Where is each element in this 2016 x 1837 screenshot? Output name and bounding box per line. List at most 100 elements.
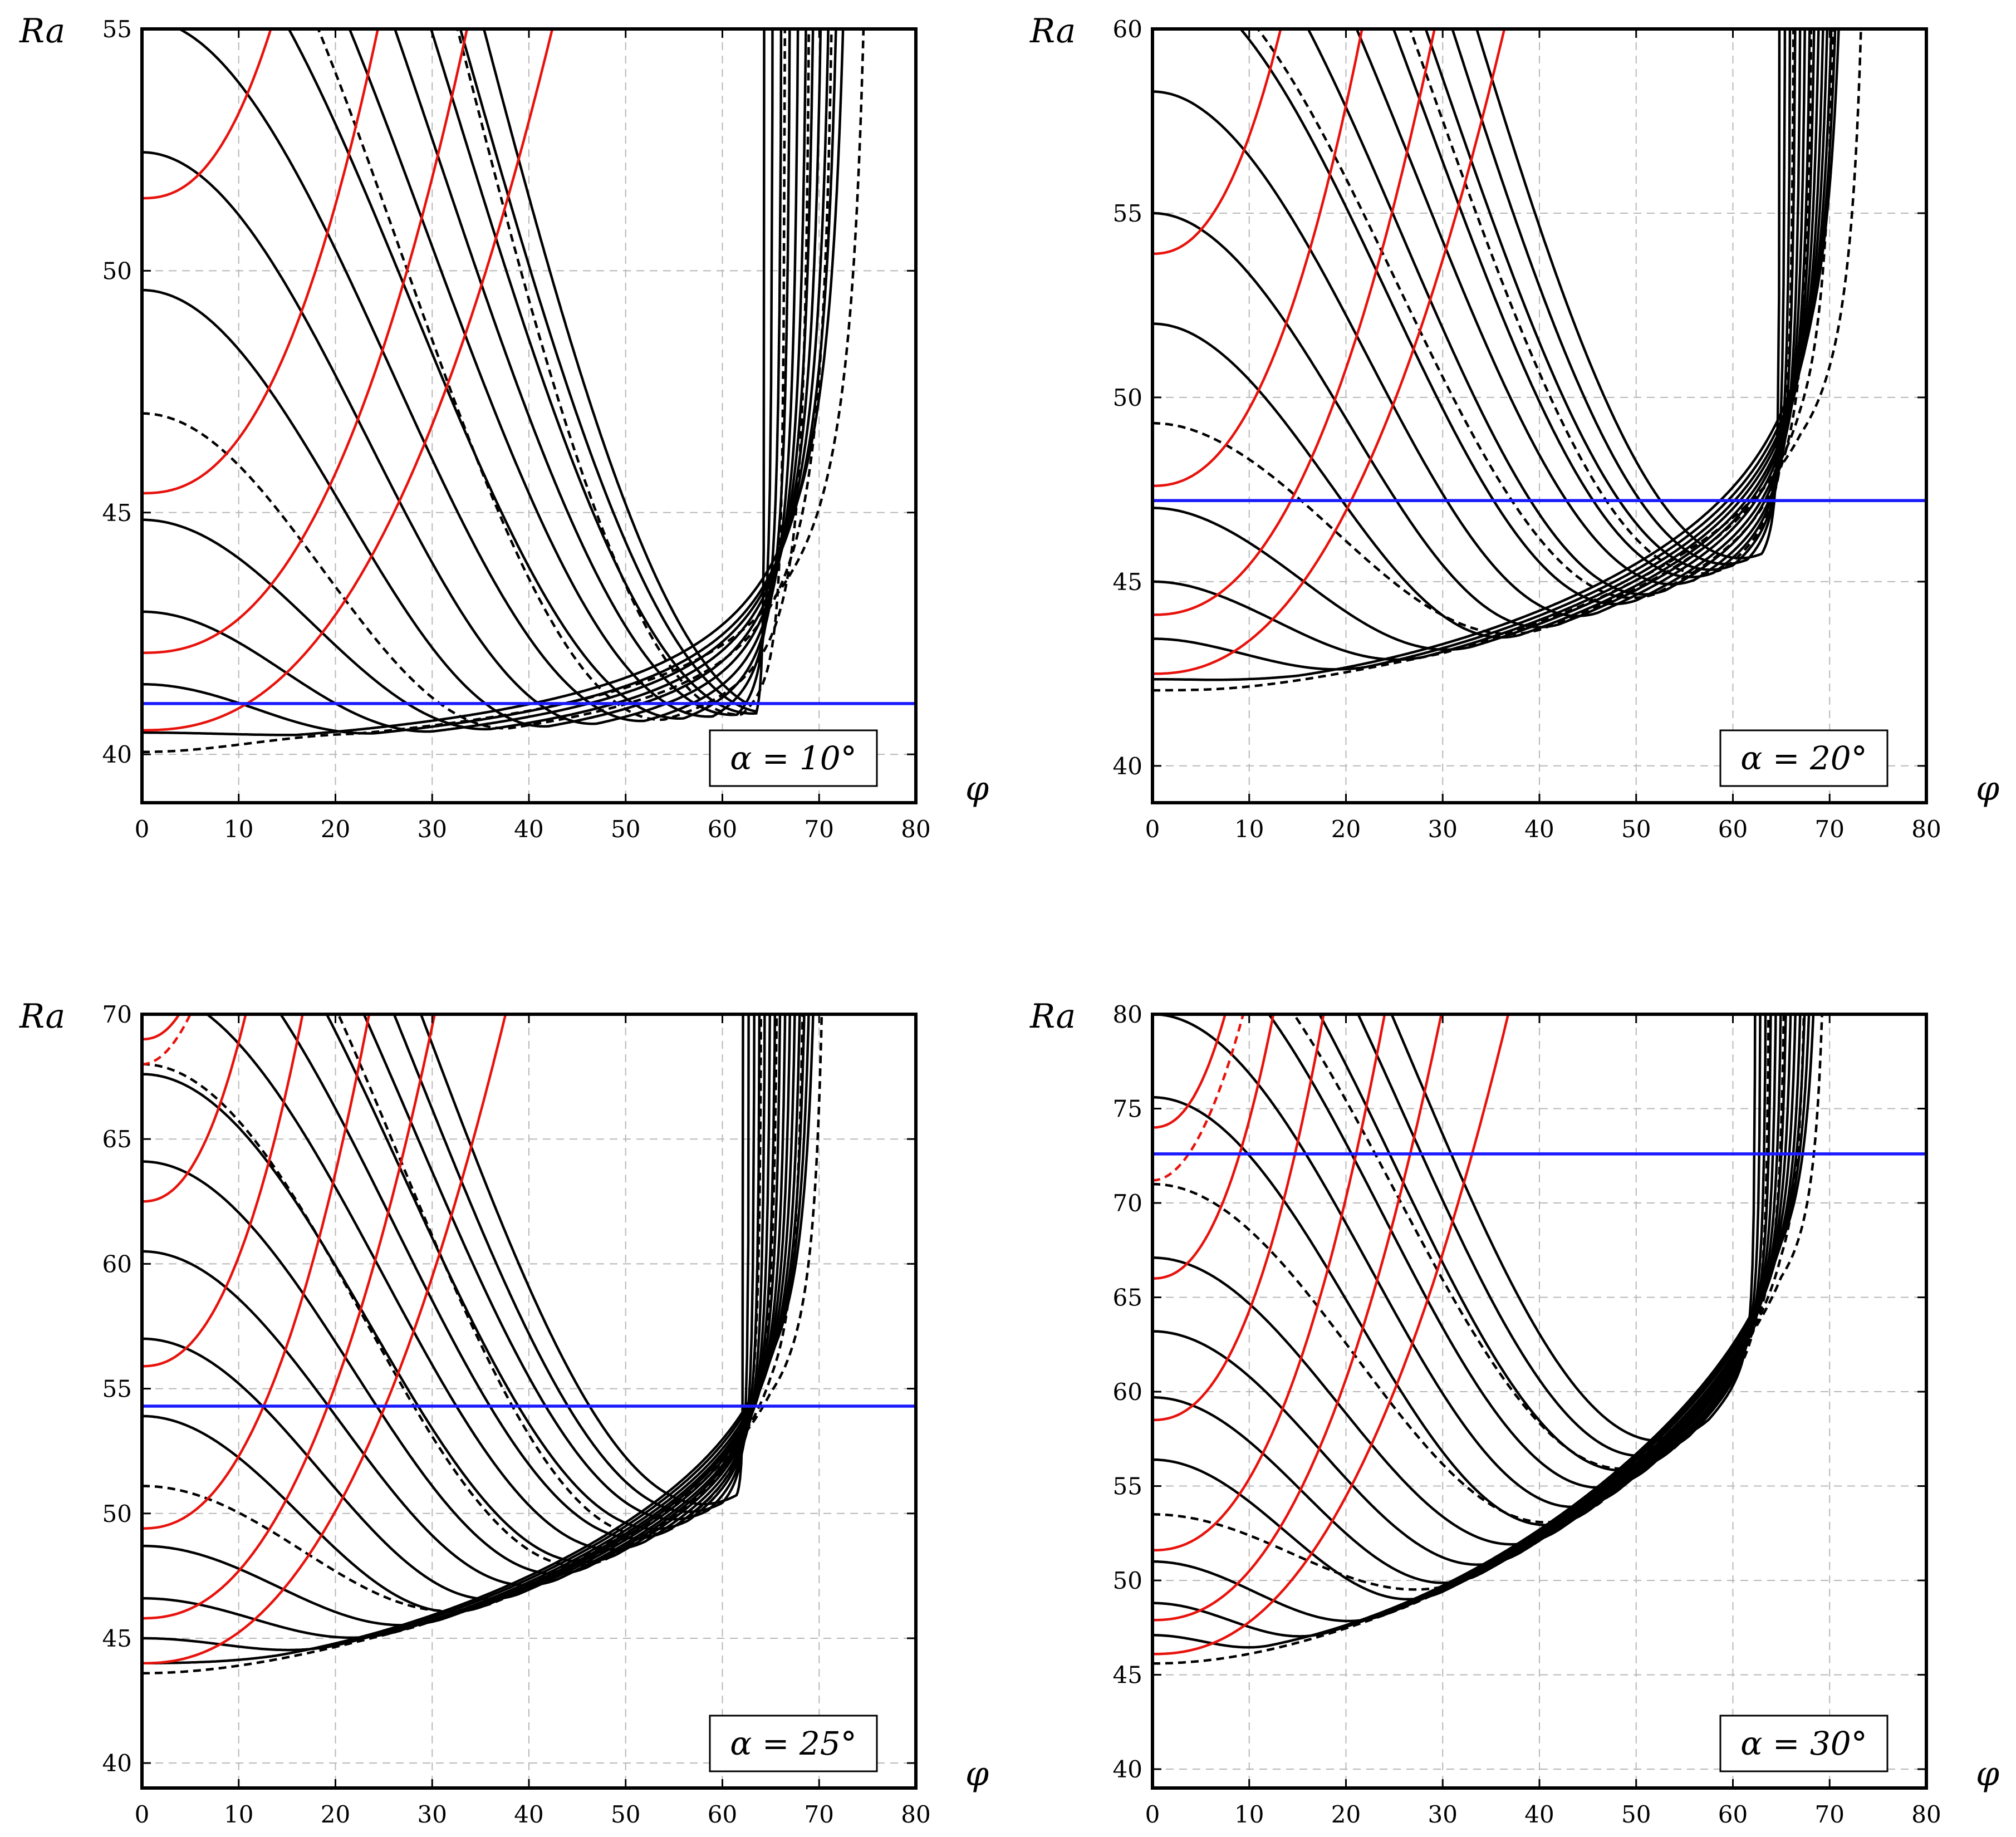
p1-red-curve-1 — [1152, 29, 1436, 616]
p2-xtick-label-10: 10 — [224, 1801, 253, 1828]
p1-xtick-label-70: 70 — [1815, 816, 1845, 843]
p1-black-dashed-curve-1 — [1152, 29, 1834, 635]
p0-ytick-label-55: 55 — [102, 16, 132, 43]
p3-ytick-label-45: 45 — [1113, 1662, 1142, 1689]
p2-red-curve-4 — [142, 1014, 247, 1203]
p2-black-solid-curve-7 — [142, 1014, 782, 1575]
p3-xtick-label-20: 20 — [1331, 1801, 1361, 1828]
p3-ytick-label-75: 75 — [1113, 1096, 1142, 1123]
p3-ytick-label-60: 60 — [1113, 1378, 1142, 1406]
p1-black-solid-curve-1 — [1152, 29, 1837, 671]
p3-black-dashed-curve-3 — [1292, 1014, 1770, 1470]
p3-red-curve-3 — [1152, 1014, 1325, 1422]
p2-plot-area — [142, 1014, 823, 1674]
p2-red-curve-1 — [142, 1014, 436, 1620]
p0-black-solid-curve-3 — [142, 29, 822, 731]
p3-red-curve-0 — [1152, 1014, 1510, 1656]
p1-ytick-label-60: 60 — [1113, 16, 1142, 43]
p2-ytick-label-50: 50 — [102, 1500, 132, 1527]
p1-xtick-label-80: 80 — [1911, 816, 1941, 843]
p0-black-dashed-curve-2 — [317, 29, 811, 721]
p2-black-solid-curve-6 — [142, 1014, 787, 1587]
p1-black-solid-curve-10 — [1392, 29, 1797, 578]
p0-ytick-label-40: 40 — [102, 741, 132, 768]
p3-xtick-label-70: 70 — [1815, 1801, 1845, 1828]
p1-xtick-label-40: 40 — [1524, 816, 1554, 843]
p2-ytick-label-60: 60 — [102, 1250, 132, 1278]
p3-black-solid-curve-8 — [1152, 1014, 1777, 1509]
p1-black-solid-curve-6 — [1152, 29, 1816, 617]
p2-black-dashed-curve-1 — [142, 1014, 804, 1613]
p0-black-dashed-curve-0 — [142, 29, 865, 754]
p0-black-solid-curve-11 — [459, 29, 757, 713]
panel-alpha-25: 0 10 20 30 40 50 60 70 80 40 45 50 55 60 65 70 Ra φ α = 25… — [19, 997, 989, 1828]
p2-black-solid-curve-4 — [142, 1014, 796, 1613]
p1-y-axis-title: Ra — [1029, 12, 1076, 51]
p3-black-solid-curve-0 — [1152, 1014, 1815, 1649]
p1-black-solid-curve-8 — [1306, 29, 1806, 596]
panel-alpha-30: 0 10 20 30 40 50 60 70 80 40 45 50 55 60 65 70 75 80 Ra φ α … — [1029, 997, 1999, 1828]
p3-red-curve-5 — [1152, 1014, 1227, 1129]
p2-black-solid-curve-1 — [142, 1014, 810, 1652]
p3-black-dashed-curve-2 — [1152, 1014, 1786, 1524]
p0-xtick-label-40: 40 — [514, 816, 543, 843]
p0-black-solid-curve-12 — [482, 29, 748, 705]
p0-black-dashed-curve-1 — [142, 29, 833, 730]
p1-ytick-label-50: 50 — [1113, 384, 1142, 411]
p1-plot-area — [1152, 29, 1862, 692]
p1-x-axis-title: φ — [1976, 769, 1999, 808]
p2-ytick-label-70: 70 — [102, 1001, 132, 1028]
p3-red-curve-4 — [1152, 1014, 1275, 1280]
p3-ytick-label-65: 65 — [1113, 1284, 1142, 1312]
p1-ytick-label-40: 40 — [1113, 753, 1142, 780]
p2-xtick-label-50: 50 — [611, 1801, 640, 1828]
p1-ytick-label-55: 55 — [1113, 200, 1142, 227]
p2-xtick-label-40: 40 — [514, 1801, 543, 1828]
p1-black-dashed-curve-2 — [1256, 29, 1813, 600]
p3-red-curve-2 — [1152, 1014, 1386, 1552]
p0-xtick-label-0: 0 — [135, 816, 150, 843]
p2-red-curve-3 — [142, 1014, 304, 1368]
p3-xtick-label-80: 80 — [1911, 1801, 1941, 1828]
p2-y-axis-title: Ra — [19, 997, 65, 1036]
p0-xtick-label-70: 70 — [805, 816, 834, 843]
p3-black-solid-curve-12 — [1390, 1014, 1757, 1442]
p1-black-solid-curve-0 — [1152, 29, 1840, 681]
p2-red-curve-0 — [142, 1014, 507, 1665]
p2-ytick-label-45: 45 — [102, 1625, 132, 1652]
p2-xtick-label-60: 60 — [708, 1801, 737, 1828]
panel-alpha-10: 0 10 20 30 40 50 60 70 80 40 45 50 55 Ra φ α = 10° — [19, 12, 989, 843]
p3-annotation-text: α = 30° — [1740, 1725, 1867, 1762]
p1-black-solid-curve-5 — [1152, 29, 1820, 628]
p0-xtick-label-20: 20 — [321, 816, 350, 843]
p1-black-solid-curve-2 — [1152, 29, 1833, 661]
p2-black-dashed-curve-2 — [142, 1014, 778, 1567]
p1-black-dashed-curve-3 — [1409, 29, 1795, 575]
p2-xtick-label-0: 0 — [135, 1801, 150, 1828]
p0-black-solid-curve-0 — [142, 29, 845, 736]
p0-black-solid-curve-9 — [393, 29, 774, 716]
p0-black-solid-curve-4 — [142, 29, 815, 728]
p1-black-solid-curve-7 — [1239, 29, 1811, 606]
p2-xtick-label-30: 30 — [418, 1801, 447, 1828]
p0-black-solid-curve-1 — [142, 29, 837, 735]
p3-annotation-box — [1719, 1715, 1889, 1772]
p3-black-dashed-curve-1 — [1152, 1014, 1806, 1591]
p3-xtick-label-40: 40 — [1524, 1801, 1554, 1828]
p1-ytick-label-45: 45 — [1113, 568, 1142, 596]
p1-black-solid-curve-13 — [1475, 29, 1781, 559]
p2-black-solid-curve-0 — [142, 1014, 815, 1665]
p1-red-curve-0 — [1152, 29, 1506, 675]
p0-y-axis-title: Ra — [19, 12, 65, 51]
p0-annotation-text: α = 10° — [730, 739, 856, 777]
p3-ytick-label-55: 55 — [1113, 1473, 1142, 1500]
p1-black-solid-curve-12 — [1451, 29, 1787, 566]
p1-black-solid-curve-3 — [1152, 29, 1829, 651]
p3-ytick-label-50: 50 — [1113, 1567, 1142, 1594]
p0-xtick-label-50: 50 — [611, 816, 640, 843]
p3-y-axis-title: Ra — [1029, 997, 1076, 1036]
p2-red-curve-2 — [142, 1014, 371, 1530]
p2-black-solid-curve-10 — [279, 1014, 766, 1540]
p3-ytick-label-40: 40 — [1113, 1756, 1142, 1783]
